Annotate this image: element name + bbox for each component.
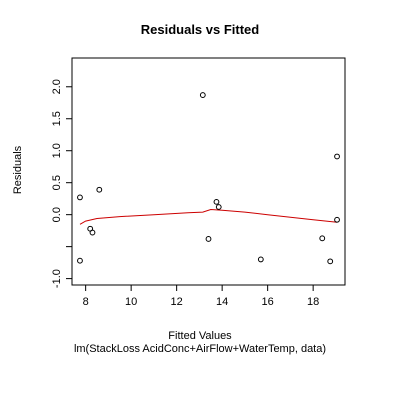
y-tick-label: -1.0: [51, 269, 63, 288]
smooth-line: [79, 208, 338, 225]
residual-point: [327, 258, 334, 265]
y-tick-label: 0.0: [51, 207, 63, 222]
x-tick-label: 18: [307, 296, 319, 308]
residual-point: [199, 92, 206, 98]
residual-point: [334, 153, 340, 160]
y-tick-label: 1.5: [51, 111, 63, 126]
x-tick-label: 16: [262, 296, 274, 308]
residual-point: [89, 229, 96, 236]
residual-point: [77, 194, 83, 201]
x-tick-label: 14: [216, 296, 228, 308]
plot-frame: [71, 57, 346, 286]
x-axis-label: Fitted Values: [168, 330, 232, 342]
x-tick-label: 8: [83, 296, 89, 308]
y-tick-label: 0.5: [51, 175, 63, 190]
residual-point: [77, 257, 83, 264]
residual-point: [96, 186, 103, 193]
residual-point: [213, 198, 220, 205]
x-tick-label: 12: [171, 296, 183, 308]
residual-point: [319, 235, 326, 242]
y-tick-label: 2.0: [51, 79, 63, 94]
residual-point: [205, 236, 212, 242]
residual-point: [215, 204, 222, 210]
chart-subtitle: lm(StackLoss AcidConc+AirFlow+WaterTemp,…: [73, 343, 327, 355]
y-tick-label: 1.0: [51, 143, 63, 158]
chart-title: Residuals vs Fitted: [140, 22, 260, 37]
x-tick-label: 10: [125, 296, 137, 308]
residual-point: [334, 216, 340, 223]
residual-point: [257, 256, 264, 263]
